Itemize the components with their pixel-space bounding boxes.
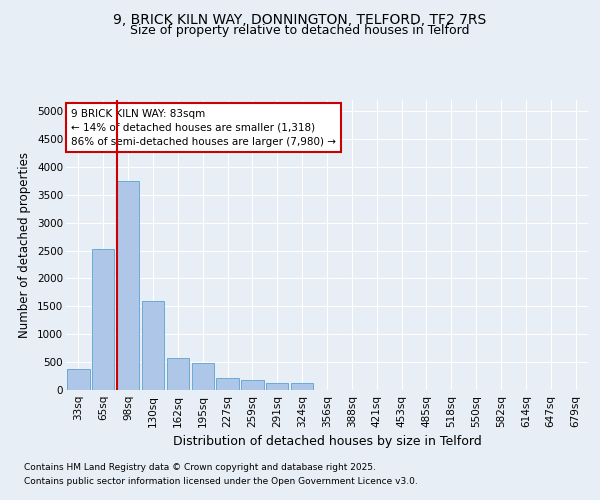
Text: Contains HM Land Registry data © Crown copyright and database right 2025.: Contains HM Land Registry data © Crown c…: [24, 464, 376, 472]
X-axis label: Distribution of detached houses by size in Telford: Distribution of detached houses by size …: [173, 435, 481, 448]
Text: 9 BRICK KILN WAY: 83sqm
← 14% of detached houses are smaller (1,318)
86% of semi: 9 BRICK KILN WAY: 83sqm ← 14% of detache…: [71, 108, 336, 146]
Text: Contains public sector information licensed under the Open Government Licence v3: Contains public sector information licen…: [24, 477, 418, 486]
Bar: [191, 363, 214, 390]
Text: Size of property relative to detached houses in Telford: Size of property relative to detached ho…: [130, 24, 470, 37]
Bar: [142, 301, 164, 390]
Y-axis label: Number of detached properties: Number of detached properties: [19, 152, 31, 338]
Bar: [291, 384, 313, 390]
Bar: [217, 378, 239, 390]
Bar: [241, 380, 263, 390]
Bar: [117, 181, 139, 390]
Bar: [266, 383, 289, 390]
Bar: [92, 250, 115, 390]
Bar: [67, 369, 89, 390]
Text: 9, BRICK KILN WAY, DONNINGTON, TELFORD, TF2 7RS: 9, BRICK KILN WAY, DONNINGTON, TELFORD, …: [113, 12, 487, 26]
Bar: [167, 358, 189, 390]
